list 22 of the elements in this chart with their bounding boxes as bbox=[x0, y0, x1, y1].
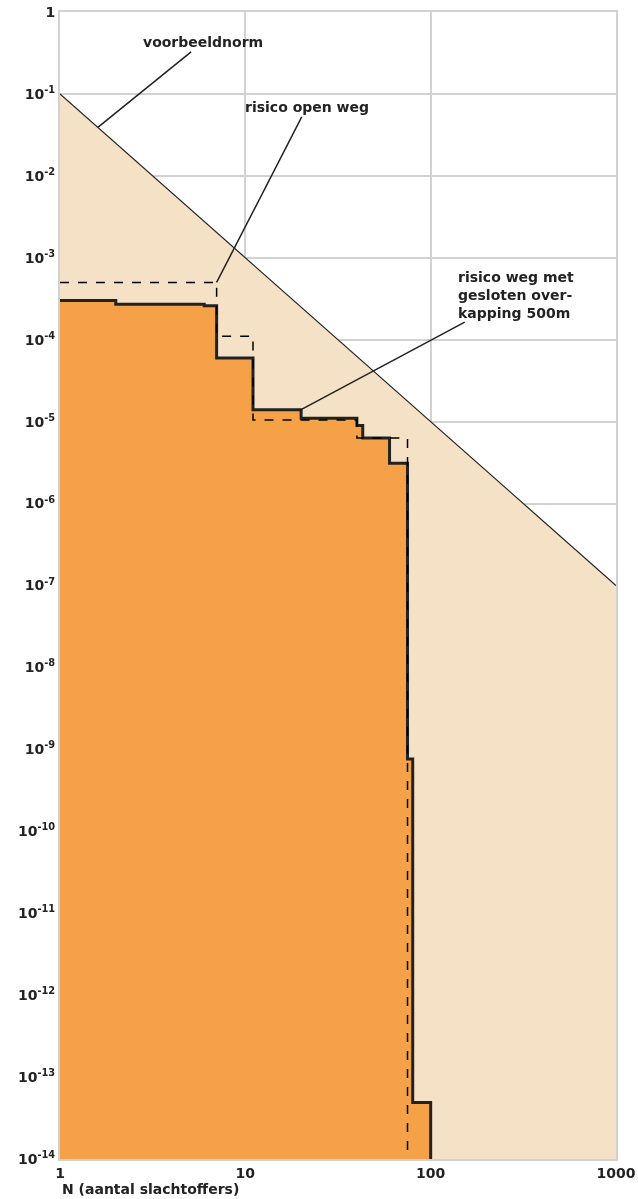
y-tick-label: 10$^{-14}$ bbox=[18, 1149, 56, 1167]
y-tick-label: 10$^{-1}$ bbox=[24, 83, 56, 102]
annotation: risico weg met gesloten over- kapping 500m bbox=[458, 269, 575, 322]
x-tick-label: 10 bbox=[235, 1164, 256, 1181]
annotation: risico open weg bbox=[245, 99, 370, 115]
annotation: voorbeeldnorm bbox=[143, 34, 264, 50]
y-tick-label: 10$^{-2}$ bbox=[24, 165, 56, 184]
y-tick-label: 10$^{-10}$ bbox=[18, 821, 56, 840]
y-tick-label: 10$^{-4}$ bbox=[24, 329, 56, 348]
y-tick-label: 10$^{-12}$ bbox=[18, 985, 56, 1004]
y-tick-label: 10$^{-9}$ bbox=[24, 739, 56, 758]
x-tick-label: 100 bbox=[416, 1164, 446, 1181]
y-tick-label: 10$^{-3}$ bbox=[24, 247, 56, 266]
y-tick-label: 10$^{-8}$ bbox=[24, 657, 56, 676]
x-tick-label: 1000 bbox=[596, 1164, 636, 1181]
y-tick-label: 10$^{-5}$ bbox=[24, 411, 56, 430]
y-tick-label: 10$^{-6}$ bbox=[24, 493, 56, 512]
y-tick-label: 1 bbox=[45, 3, 56, 20]
y-tick-label: 10$^{-11}$ bbox=[18, 903, 56, 922]
x-axis-title: N (aantal slachtoffers) bbox=[62, 1181, 240, 1197]
y-tick-label: 10$^{-13}$ bbox=[18, 1067, 56, 1085]
y-tick-label: 10$^{-7}$ bbox=[24, 575, 56, 594]
